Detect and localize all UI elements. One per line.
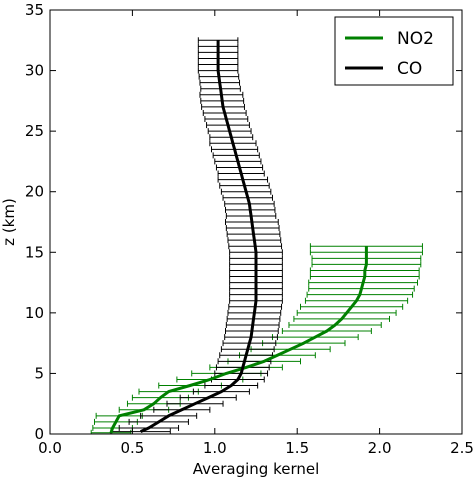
y-tick-label: 25 [25, 122, 44, 140]
x-tick-label: 2.0 [368, 439, 392, 457]
y-tick-label: 15 [25, 243, 44, 261]
x-tick-label: 0.0 [38, 439, 62, 457]
series-layer [90, 37, 423, 434]
y-axis-label: z (km) [0, 198, 18, 246]
x-tick-label: 2.5 [450, 439, 474, 457]
x-tick-label: 1.0 [203, 439, 227, 457]
x-axis-label: Averaging kernel [193, 460, 320, 478]
legend-box [334, 16, 454, 86]
y-tick-label: 30 [25, 62, 44, 80]
x-tick-label: 0.5 [120, 439, 144, 457]
co-legend-label: CO [397, 59, 422, 79]
co-error-bar [197, 37, 239, 44]
no2-line [109, 246, 368, 434]
no2-legend-label: NO2 [397, 29, 434, 49]
co-line [139, 40, 258, 433]
legend: NO2 CO [334, 16, 454, 86]
plot-frame [49, 9, 463, 435]
co-series [110, 37, 283, 434]
x-tick-label: 1.5 [285, 439, 309, 457]
y-tick-label: 35 [25, 1, 44, 19]
y-tick-label: 20 [25, 183, 44, 201]
y-tick-label: 5 [34, 364, 44, 382]
y-tick-label: 10 [25, 304, 44, 322]
y-tick-label: 0 [34, 425, 44, 443]
axes-layer: 0.0 0.5 1.0 1.5 2.0 2.5 0 5 10 15 20 25 30 35 [25, 1, 474, 457]
